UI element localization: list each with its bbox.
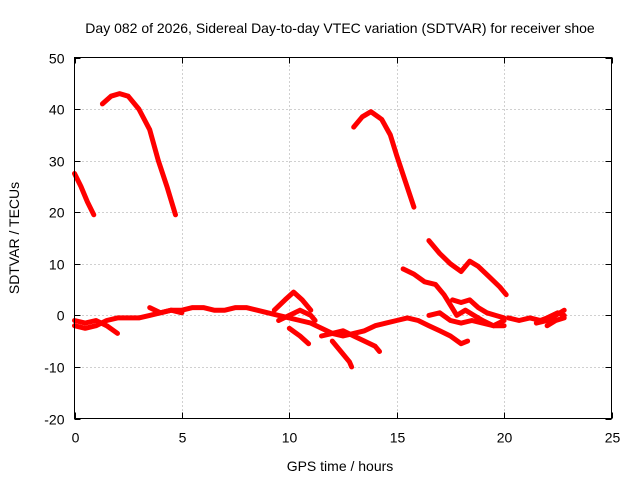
series-arc-6 <box>450 297 507 321</box>
series-arc-9 <box>147 305 185 316</box>
series-arc-13 <box>329 338 355 370</box>
y-axis-label: SDTVAR / TECUs <box>6 182 22 294</box>
chart-title: Day 082 of 2026, Sidereal Day-to-day VTE… <box>85 20 595 36</box>
series-arc-1 <box>72 171 97 218</box>
y-tick-label: -10 <box>44 360 64 376</box>
series-arc-14 <box>319 328 382 354</box>
y-tick-label: -20 <box>44 412 64 428</box>
x-tick-label: 10 <box>282 430 298 446</box>
x-tick-label: 5 <box>179 430 187 446</box>
series-arc-7 <box>72 305 471 347</box>
x-axis-label: GPS time / hours <box>287 458 394 474</box>
x-tick-label: 25 <box>605 430 621 446</box>
series-arc-15 <box>426 310 507 329</box>
series-arc-2 <box>99 91 178 218</box>
x-tick-labels: 0 5 10 15 20 25 <box>72 430 621 446</box>
series-arc-18 <box>544 315 567 329</box>
x-tick-label: 20 <box>497 430 513 446</box>
grid-lines <box>74 57 612 419</box>
series-arc-4 <box>426 238 509 298</box>
y-tick-labels: -20 -10 0 10 20 30 40 50 <box>44 51 64 428</box>
series-arc-10 <box>271 289 314 313</box>
x-tick-label: 15 <box>390 430 406 446</box>
series-group <box>72 91 567 370</box>
series-arc-17 <box>533 307 567 326</box>
plot-frame <box>74 57 612 419</box>
y-tick-label: 50 <box>49 51 65 67</box>
x-tick-label: 0 <box>72 430 80 446</box>
y-tick-label: 0 <box>57 308 65 324</box>
y-tick-label: 20 <box>49 205 65 221</box>
tick-marks <box>74 57 613 420</box>
series-arc-11 <box>276 307 318 323</box>
series-arc-3 <box>351 109 417 210</box>
y-tick-label: 30 <box>49 154 65 170</box>
y-tick-label: 40 <box>49 102 65 118</box>
series-arc-12 <box>286 325 312 347</box>
series-arc-8 <box>72 318 120 336</box>
y-tick-label: 10 <box>49 257 65 273</box>
